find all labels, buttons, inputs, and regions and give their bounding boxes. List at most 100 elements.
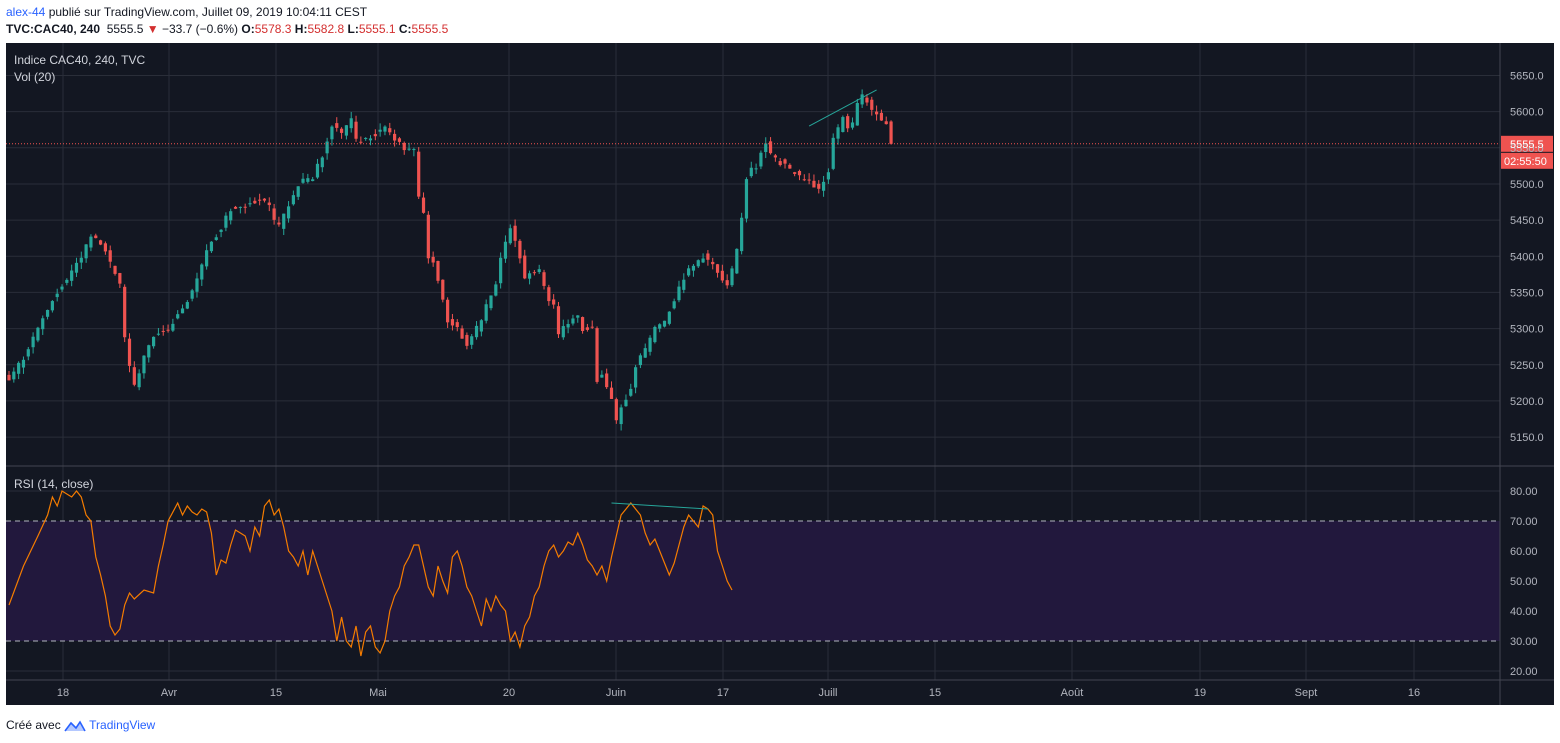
- candle-body: [94, 235, 98, 239]
- candle-body: [817, 183, 821, 189]
- candle-body: [412, 149, 416, 151]
- candle-body: [841, 117, 845, 132]
- candle-body: [248, 203, 252, 205]
- candle-body: [339, 128, 344, 133]
- candle-body: [296, 186, 300, 197]
- rsi-tick-label: 60.00: [1510, 546, 1538, 558]
- candle-body: [542, 272, 546, 286]
- candle-body: [286, 206, 291, 219]
- candle-body: [547, 287, 551, 302]
- candle-body: [185, 302, 189, 309]
- candle-body: [262, 198, 267, 201]
- candle-body: [277, 222, 281, 225]
- candle-body: [325, 141, 329, 154]
- price-tick-label: 5350.0: [1510, 287, 1544, 299]
- candle-body: [566, 324, 570, 328]
- tradingview-link[interactable]: TradingView: [89, 718, 156, 732]
- rsi-tick-label: 50.00: [1510, 576, 1538, 588]
- candle-body: [474, 325, 479, 338]
- price-tick-label: 5300.0: [1510, 324, 1544, 336]
- candle-body: [836, 127, 840, 139]
- candle-body: [195, 278, 199, 292]
- candle-body: [797, 170, 802, 176]
- candle-body: [460, 328, 464, 339]
- candle-body: [171, 323, 175, 331]
- candle-body: [166, 329, 170, 331]
- candle-body: [879, 112, 884, 121]
- candle-body: [740, 217, 744, 252]
- candle-body: [624, 399, 628, 407]
- candle-body: [571, 318, 575, 324]
- chart-canvas[interactable]: 5650.0 5600.0 5550.0 5500.0 5450.0 5400.0 5350…: [6, 43, 1554, 705]
- candle-body: [595, 328, 599, 382]
- time-tick-label: 15: [270, 687, 282, 699]
- price-tick-label: 5600.0: [1510, 107, 1544, 119]
- price-trendline: [808, 89, 877, 127]
- candle-body: [417, 151, 421, 197]
- author-link[interactable]: alex-44: [6, 5, 46, 19]
- footer: Créé avec TradingView: [6, 718, 155, 733]
- candle-body: [768, 141, 773, 154]
- price-tick-label: 5200.0: [1510, 396, 1544, 408]
- candle-body: [238, 206, 242, 208]
- candle-body: [778, 161, 782, 166]
- candle-body: [306, 178, 310, 182]
- candle-body: [503, 241, 508, 259]
- candle-body: [12, 371, 16, 380]
- candle-body: [831, 137, 835, 169]
- price-tick-label: 5650.0: [1510, 70, 1544, 82]
- candle-body: [672, 301, 676, 309]
- candle-body: [118, 273, 122, 284]
- candle-body: [79, 257, 83, 263]
- candle-body: [364, 137, 368, 139]
- candle-body: [450, 319, 455, 326]
- candle-body: [267, 202, 271, 206]
- candle-body: [634, 367, 638, 388]
- last-price-tag: [1501, 135, 1553, 152]
- candle-body: [788, 164, 792, 169]
- candle-body: [648, 337, 652, 352]
- candle-body: [807, 179, 811, 181]
- time-tick-label: 17: [717, 687, 729, 699]
- candle-body: [441, 279, 445, 300]
- candle-body: [821, 181, 826, 191]
- candle-body: [320, 157, 324, 168]
- candle-body: [108, 250, 112, 262]
- open-value: 5578.3: [254, 22, 292, 36]
- time-tick-label: 15: [929, 687, 941, 699]
- candle-body: [282, 213, 286, 229]
- candle-body: [402, 142, 406, 151]
- candle-body: [397, 138, 402, 142]
- time-tick-label: 18: [57, 687, 69, 699]
- candle-body: [860, 94, 864, 105]
- price-tick-label: 5550.0: [1510, 143, 1544, 155]
- close-value: 5555.5: [411, 22, 449, 36]
- candle-body: [176, 314, 180, 319]
- candle-body: [802, 179, 806, 181]
- candle-body: [682, 279, 686, 290]
- price-tick-label: 5500.0: [1510, 179, 1544, 191]
- candle-body: [730, 268, 734, 286]
- rsi-band: [6, 521, 1500, 641]
- candle-body: [98, 240, 103, 245]
- candle-body: [291, 195, 295, 205]
- time-tick-label: Sept: [1295, 687, 1318, 699]
- candle-body: [576, 315, 580, 318]
- candle-body: [152, 336, 156, 347]
- candle-body: [556, 306, 561, 335]
- candle-body: [889, 121, 893, 144]
- high-value: 5582.8: [307, 22, 345, 36]
- candle-body: [609, 387, 614, 399]
- candle-body: [552, 299, 556, 305]
- candle-body: [103, 243, 107, 252]
- candle-body: [850, 122, 855, 128]
- candle-body: [45, 309, 50, 317]
- candle-body: [744, 179, 749, 219]
- candle-body: [561, 326, 565, 338]
- published-text: publié sur TradingView.com, Juillet 09, …: [48, 5, 368, 19]
- price-tick-label: 5250.0: [1510, 360, 1544, 372]
- candle-body: [773, 155, 777, 158]
- candle-body: [229, 211, 233, 221]
- candle-body: [629, 388, 633, 396]
- rsi-tick-label: 80.00: [1510, 486, 1538, 498]
